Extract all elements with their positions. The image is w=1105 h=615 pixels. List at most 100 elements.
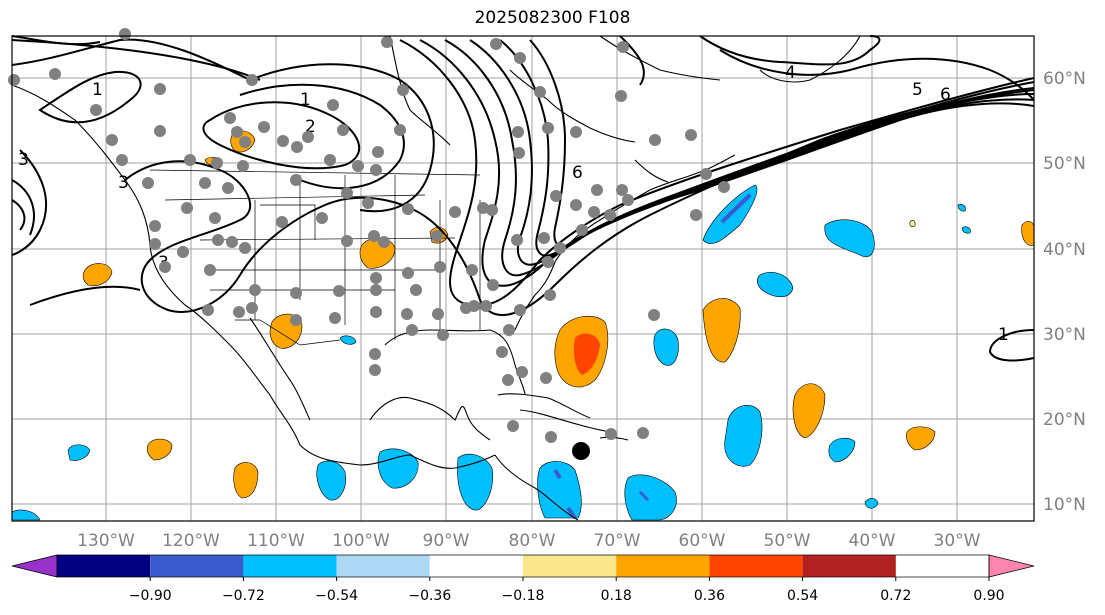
station-dot [290,174,302,186]
station-dot [291,141,303,153]
longitude-label: 120°W [162,531,220,551]
station-dot [466,264,478,276]
contour-label: 6 [572,163,583,183]
station-dot [570,199,582,211]
station-dot [149,220,161,232]
station-dot [378,236,390,248]
contour-label: 1 [998,325,1009,345]
station-dot [545,431,557,443]
station-dot [588,206,600,218]
station-dot [540,372,552,384]
longitude-label: 40°W [849,531,896,551]
colorbar-tick-label: 0.36 [694,588,725,604]
station-dot [142,177,154,189]
station-dot [477,202,489,214]
station-dot [202,304,214,316]
state-borders [149,169,481,346]
contour-label: 3 [118,173,129,193]
latitude-label: 50°N [1043,154,1086,174]
station-dot [542,256,554,268]
colorbar-tick-label: −0.18 [502,588,545,604]
station-dot [368,230,380,242]
station-dot [542,122,554,134]
latitude-labels: 60°N 50°N 40°N 30°N 20°N 10°N [1043,69,1086,515]
map-title: 2025082300 F108 [474,8,631,28]
contour-label: 3 [18,150,29,170]
station-dot [432,308,444,320]
station-dot [690,209,702,221]
station-dot [209,212,221,224]
station-dot [324,154,336,166]
contour-label: 6 [940,85,951,105]
station-dot [159,261,171,273]
station-dot [370,306,382,318]
station-dot [370,272,382,284]
station-dot [514,304,526,316]
station-dot [333,285,345,297]
contour-label: 4 [785,63,796,83]
colorbar-segment [709,555,803,577]
station-dot [637,427,649,439]
station-dot [402,267,414,279]
station-dot [449,206,461,218]
station-dot [511,234,523,246]
latitude-label: 40°N [1043,240,1086,260]
station-dot [401,308,413,320]
station-dot [554,242,566,254]
colorbar-tick-label: 0.90 [973,588,1004,604]
latitude-label: 30°N [1043,325,1086,345]
colorbar-tick-label: −0.72 [222,588,265,604]
colorbar-segment [57,555,151,577]
station-dot [616,184,628,196]
station-dot [372,146,384,158]
station-dot [514,52,526,64]
latitude-label: 20°N [1043,410,1086,430]
longitude-label: 110°W [247,531,305,551]
station-dot [570,126,582,138]
station-dot [534,86,546,98]
station-dot [516,366,528,378]
station-dot [49,68,61,80]
station-dot [8,74,20,86]
station-dot [154,125,166,137]
station-dot [177,246,189,258]
station-dot [434,261,446,273]
station-dot [502,374,514,386]
station-dot [406,324,418,336]
station-dot [302,131,314,143]
station-dot [649,134,661,146]
storm-center-marker [572,442,590,460]
station-dot [685,129,697,141]
station-dot [231,126,243,138]
station-markers [8,28,730,443]
station-dot [224,112,236,124]
station-dot [410,284,422,296]
map-frame [11,35,1035,522]
station-dot [605,428,617,440]
station-dot [276,216,288,228]
station-dot [90,104,102,116]
longitude-label: 80°W [509,531,556,551]
station-dot [181,202,193,214]
longitude-label: 70°W [594,531,641,551]
station-dot [486,204,498,216]
station-dot [617,41,629,53]
colorbar-tick-label: −0.54 [315,588,358,604]
station-dot [212,234,224,246]
station-dot [513,147,525,159]
anomaly-shading [11,130,1035,521]
station-dot [437,329,449,341]
contour-label: 1 [92,80,103,100]
station-dot [329,312,341,324]
station-dot [507,420,519,432]
contour-label: 1 [300,90,311,110]
station-dot [460,302,472,314]
station-dot [290,314,302,326]
colorbar-tick-labels: −0.90 −0.72 −0.54 −0.36 −0.18 0.18 0.36 0.54 0.7… [129,577,1005,604]
station-dot [538,232,550,244]
station-dot [337,124,349,136]
station-dot [199,177,211,189]
colorbar-segment [802,555,896,577]
